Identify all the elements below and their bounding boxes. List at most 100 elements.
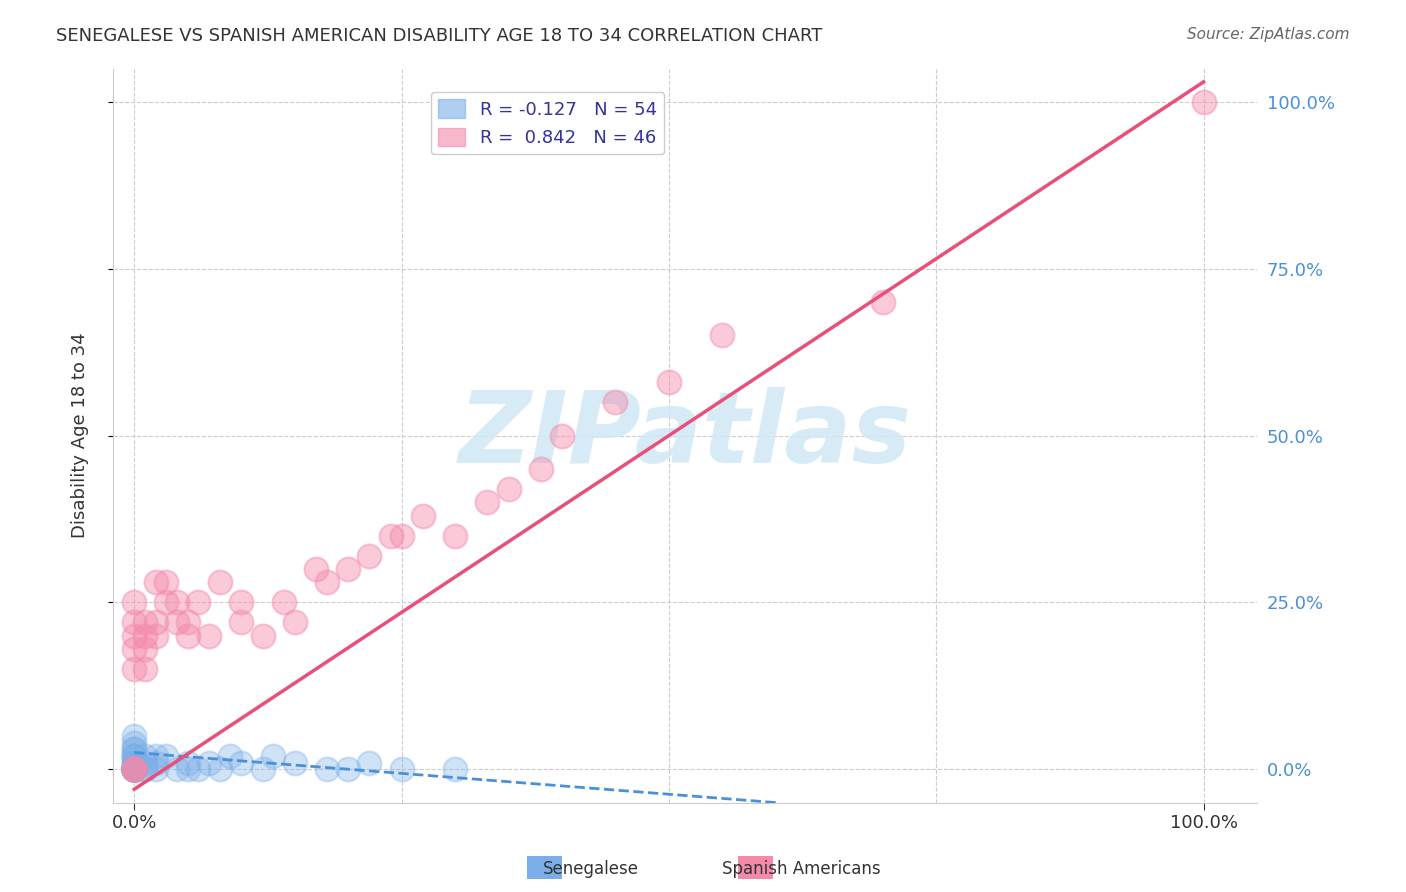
Point	[122, 762, 145, 776]
Point	[498, 482, 520, 496]
Point	[134, 642, 156, 657]
Point	[122, 762, 145, 776]
Point	[122, 762, 145, 776]
Point	[412, 508, 434, 523]
Point	[231, 756, 253, 770]
Point	[315, 575, 337, 590]
Point	[252, 762, 274, 776]
Point	[155, 595, 177, 609]
Point	[122, 762, 145, 776]
Point	[122, 762, 145, 776]
Point	[122, 662, 145, 676]
Point	[122, 762, 145, 776]
Text: Spanish Americans: Spanish Americans	[723, 860, 880, 878]
Point	[122, 762, 145, 776]
Point	[122, 762, 145, 776]
Point	[122, 642, 145, 657]
Point	[231, 615, 253, 630]
Point	[166, 615, 188, 630]
Point	[122, 762, 145, 776]
Point	[711, 328, 734, 343]
Point	[444, 529, 467, 543]
Legend: R = -0.127   N = 54, R =  0.842   N = 46: R = -0.127 N = 54, R = 0.842 N = 46	[432, 92, 664, 154]
Text: Senegalese: Senegalese	[543, 860, 638, 878]
Point	[359, 549, 381, 563]
Point	[166, 595, 188, 609]
Point	[177, 615, 200, 630]
Point	[145, 762, 167, 776]
Point	[529, 462, 551, 476]
Point	[122, 762, 145, 776]
Text: Source: ZipAtlas.com: Source: ZipAtlas.com	[1187, 27, 1350, 42]
Point	[262, 748, 284, 763]
Point	[122, 729, 145, 743]
Point	[177, 762, 200, 776]
Point	[231, 595, 253, 609]
Point	[122, 762, 145, 776]
Point	[122, 748, 145, 763]
Point	[155, 748, 177, 763]
Point	[122, 748, 145, 763]
Point	[166, 762, 188, 776]
Point	[134, 762, 156, 776]
Point	[145, 748, 167, 763]
Point	[122, 762, 145, 776]
Text: SENEGALESE VS SPANISH AMERICAN DISABILITY AGE 18 TO 34 CORRELATION CHART: SENEGALESE VS SPANISH AMERICAN DISABILIT…	[56, 27, 823, 45]
Point	[359, 756, 381, 770]
Point	[305, 562, 328, 576]
Point	[122, 762, 145, 776]
Point	[444, 762, 467, 776]
Point	[872, 295, 894, 310]
Point	[284, 615, 307, 630]
Point	[122, 762, 145, 776]
Point	[122, 595, 145, 609]
Point	[122, 762, 145, 776]
Point	[198, 756, 221, 770]
Point	[551, 428, 574, 442]
Point	[208, 762, 231, 776]
Point	[605, 395, 627, 409]
Point	[177, 756, 200, 770]
Y-axis label: Disability Age 18 to 34: Disability Age 18 to 34	[72, 333, 89, 539]
Point	[134, 762, 156, 776]
Point	[145, 615, 167, 630]
Point	[155, 575, 177, 590]
Point	[122, 629, 145, 643]
Point	[252, 629, 274, 643]
Point	[122, 762, 145, 776]
Point	[122, 756, 145, 770]
Point	[122, 762, 145, 776]
Point	[122, 762, 145, 776]
Point	[122, 762, 145, 776]
Point	[122, 615, 145, 630]
Point	[145, 575, 167, 590]
Text: ZIPatlas: ZIPatlas	[458, 387, 911, 484]
Point	[1192, 95, 1215, 109]
Point	[122, 756, 145, 770]
Point	[315, 762, 337, 776]
Point	[198, 629, 221, 643]
Point	[122, 762, 145, 776]
Point	[122, 762, 145, 776]
Point	[658, 375, 681, 389]
Point	[122, 756, 145, 770]
Point	[219, 748, 242, 763]
Point	[475, 495, 498, 509]
Point	[134, 615, 156, 630]
Point	[145, 756, 167, 770]
Point	[177, 629, 200, 643]
Point	[122, 742, 145, 756]
Point	[122, 742, 145, 756]
Point	[134, 662, 156, 676]
Point	[380, 529, 402, 543]
Point	[273, 595, 295, 609]
Point	[337, 562, 360, 576]
Point	[122, 735, 145, 749]
Point	[122, 748, 145, 763]
Point	[145, 629, 167, 643]
Point	[391, 529, 413, 543]
Point	[391, 762, 413, 776]
Point	[208, 575, 231, 590]
Point	[337, 762, 360, 776]
Point	[134, 748, 156, 763]
